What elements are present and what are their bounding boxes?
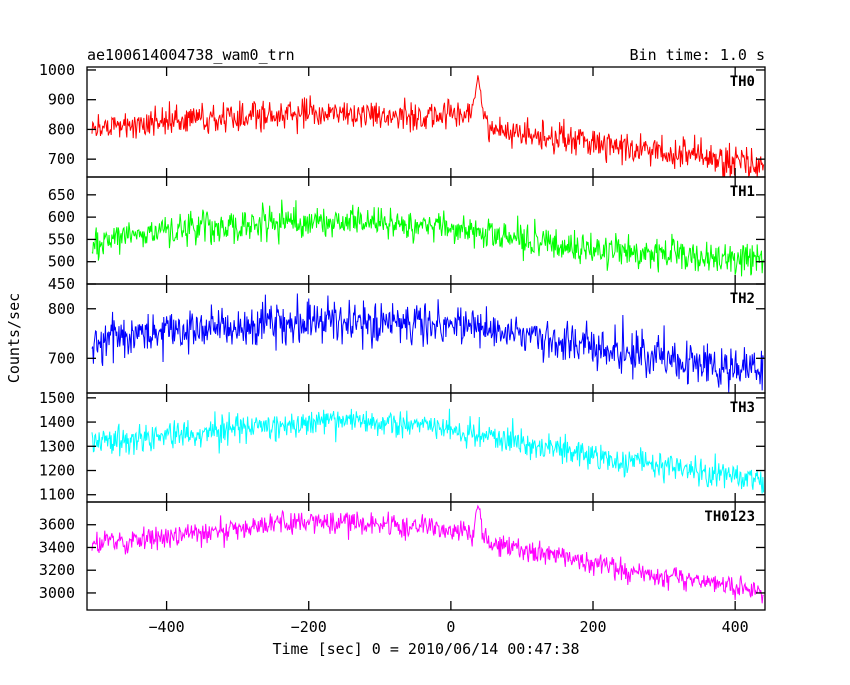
y-tick-label: 900 (48, 91, 75, 109)
y-tick-label: 1300 (39, 437, 75, 455)
x-tick-label: −200 (291, 618, 327, 636)
y-tick-label: 650 (48, 186, 75, 204)
y-tick-label: 3600 (39, 516, 75, 534)
series-line-th1 (91, 199, 765, 277)
panel-frame-th1 (86, 176, 766, 285)
y-tick-label: 3200 (39, 561, 75, 579)
y-tick-label: 450 (48, 275, 75, 293)
bin-time-label: Bin time: 1.0 s (630, 46, 765, 64)
y-tick-label: 500 (48, 253, 75, 271)
chart-title: ae100614004738_wam0_trn (87, 46, 295, 64)
x-tick-label: −400 (149, 618, 185, 636)
y-tick-label: 1200 (39, 462, 75, 480)
y-tick-label: 600 (48, 208, 75, 226)
y-axis-label: Counts/sec (5, 293, 23, 383)
panel-label-th0123: TH0123 (704, 509, 755, 525)
series-line-th3 (91, 408, 765, 494)
series-line-th0123 (91, 504, 764, 604)
x-tick-label: 200 (579, 618, 606, 636)
y-tick-label: 700 (48, 150, 75, 168)
y-tick-label: 550 (48, 230, 75, 248)
y-tick-label: 1500 (39, 389, 75, 407)
y-tick-label: 3000 (39, 584, 75, 602)
series-line-th2 (91, 293, 765, 393)
x-axis-label: Time [sec] 0 = 2010/06/14 00:47:38 (272, 640, 579, 658)
x-tick-label: 400 (722, 618, 749, 636)
panel-label-th0: TH0 (730, 74, 755, 90)
y-tick-label: 1400 (39, 413, 75, 431)
y-tick-label: 3400 (39, 538, 75, 556)
x-tick-label: 0 (446, 618, 455, 636)
series-line-th0 (91, 75, 765, 177)
y-tick-label: 700 (48, 349, 75, 367)
y-tick-label: 800 (48, 300, 75, 318)
panel-frame-th3 (86, 392, 766, 503)
panel-label-th1: TH1 (730, 184, 755, 200)
panel-label-th3: TH3 (730, 400, 755, 416)
y-tick-label: 800 (48, 120, 75, 138)
panel-frame-th0123 (86, 501, 766, 611)
y-tick-label: 1000 (39, 61, 75, 79)
panel-label-th2: TH2 (730, 291, 755, 307)
y-tick-label: 1100 (39, 486, 75, 504)
